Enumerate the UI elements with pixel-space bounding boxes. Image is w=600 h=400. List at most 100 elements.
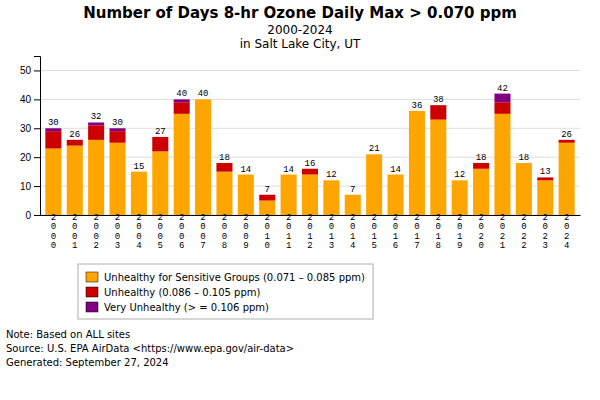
y-tick-label: 40	[20, 94, 32, 105]
bar-segment	[302, 169, 318, 175]
bar-segment	[216, 163, 232, 172]
series	[45, 99, 574, 215]
bar-segment	[494, 102, 510, 114]
x-tick-label: 2006	[179, 213, 184, 251]
bar-segment	[67, 146, 83, 215]
x-tick-label: 2014	[350, 213, 355, 251]
x-tick-label: 2009	[243, 213, 248, 251]
x-tick: 2001	[72, 213, 77, 251]
total-label: 18	[518, 153, 529, 163]
x-axis: 2000200120022003200420052006200720082009…	[41, 213, 581, 251]
x-tick-label: 2004	[136, 213, 141, 251]
total-label: 30	[112, 118, 123, 128]
bar-segment	[88, 125, 104, 139]
legend-frame	[78, 264, 373, 319]
x-tick: 2018	[436, 213, 441, 251]
total-label: 27	[155, 127, 166, 137]
x-tick: 2005	[158, 213, 163, 251]
x-tick: 2006	[179, 213, 184, 251]
x-tick: 2008	[222, 213, 227, 251]
bar-segment	[45, 131, 61, 148]
bar-segment	[473, 163, 489, 169]
bar-segment	[281, 175, 297, 215]
x-tick-label: 2005	[158, 213, 163, 251]
total-label: 12	[326, 170, 337, 180]
y-tick-label: 50	[20, 65, 32, 76]
total-label: 7	[265, 185, 270, 195]
x-tick: 2023	[543, 213, 548, 251]
legend-label: Very Unhealthy (> = 0.106 ppm)	[104, 302, 269, 313]
x-tick-label: 2019	[457, 213, 462, 251]
bar-segment	[45, 128, 61, 131]
x-tick-label: 2011	[286, 213, 291, 251]
grid-line	[40, 70, 580, 71]
bar-segment	[110, 143, 126, 215]
bar-segment	[366, 154, 382, 215]
x-tick-label: 2022	[521, 213, 526, 251]
x-tick-label: 2017	[414, 213, 419, 251]
bar-segment	[409, 111, 425, 215]
subtitle: 2000-2024	[267, 23, 332, 37]
total-label: 18	[476, 153, 487, 163]
x-tick: 2022	[521, 213, 526, 251]
x-tick-label: 2003	[115, 213, 120, 251]
bar-segment	[302, 175, 318, 215]
total-label: 13	[540, 167, 551, 177]
bar-segment	[152, 151, 168, 215]
x-tick: 2012	[307, 213, 312, 251]
bar-segment	[323, 180, 339, 215]
bar-segment	[174, 99, 190, 102]
bar-segment	[473, 169, 489, 215]
y-tick: 30	[20, 123, 40, 134]
x-tick-label: 2012	[307, 213, 312, 251]
y-tick: 0	[25, 210, 40, 221]
bar-segment	[452, 180, 468, 215]
total-label: 7	[350, 185, 355, 195]
x-tick: 2017	[414, 213, 419, 251]
y-tick-mark	[34, 70, 40, 71]
total-label: 40	[198, 89, 209, 99]
note: Source: U.S. EPA AirData <https://www.ep…	[6, 343, 294, 354]
y-tick: 10	[20, 181, 40, 192]
legend-item: Unhealthy (0.086 – 0.105 ppm)	[86, 287, 261, 298]
x-tick-label: 2021	[500, 213, 505, 251]
legend-label: Unhealthy for Sensitive Groups (0.071 – …	[104, 272, 365, 283]
y-axis: 01020304050	[20, 57, 41, 221]
x-tick: 2014	[350, 213, 355, 251]
bar-segment	[259, 195, 275, 201]
total-label: 26	[69, 130, 80, 140]
bar-segment	[430, 105, 446, 119]
series	[45, 102, 574, 200]
grid	[40, 70, 580, 215]
bar-segment	[131, 172, 147, 215]
x-tick-label: 2001	[72, 213, 77, 251]
bar-segment	[67, 140, 83, 146]
total-label: 14	[240, 165, 251, 175]
x-tick: 2003	[115, 213, 120, 251]
legend-swatch	[86, 302, 98, 312]
y-tick-mark	[34, 157, 40, 158]
note: Note: Based on ALL sites	[6, 329, 130, 340]
series	[45, 94, 510, 132]
note: Generated: September 27, 2024	[6, 357, 169, 368]
title: Number of Days 8-hr Ozone Daily Max > 0.…	[83, 4, 517, 22]
total-label: 36	[412, 101, 423, 111]
x-tick: 2002	[93, 213, 98, 251]
x-tick-label: 2020	[478, 213, 483, 251]
total-label: 18	[219, 153, 230, 163]
bar-segment	[345, 195, 361, 215]
y-tick-label: 10	[20, 181, 32, 192]
total-label: 30	[48, 118, 59, 128]
bar-segment	[537, 177, 553, 180]
bar-segment	[516, 163, 532, 215]
total-label: 21	[369, 144, 380, 154]
x-tick: 2015	[371, 213, 376, 251]
y-tick-mark	[34, 186, 40, 187]
x-tick-label: 2024	[564, 213, 569, 251]
x-tick: 2019	[457, 213, 462, 251]
x-tick: 2021	[500, 213, 505, 251]
legend-swatch	[86, 287, 98, 297]
bar-segment	[494, 94, 510, 103]
y-tick-mark	[34, 99, 40, 100]
bar-segment	[110, 131, 126, 143]
